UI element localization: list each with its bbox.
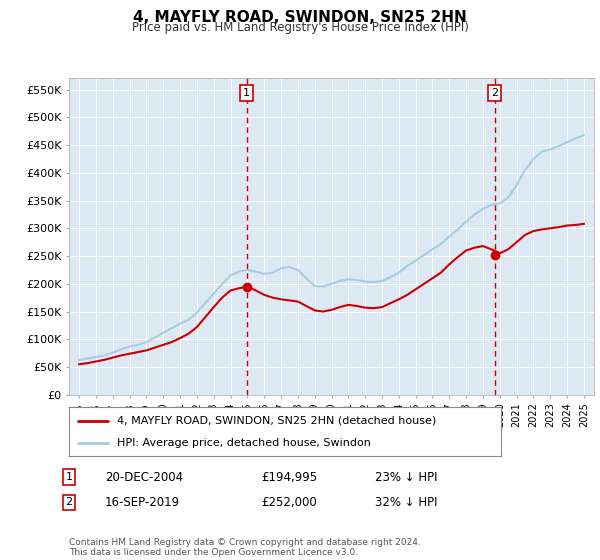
Text: Price paid vs. HM Land Registry's House Price Index (HPI): Price paid vs. HM Land Registry's House …	[131, 21, 469, 34]
Text: 16-SEP-2019: 16-SEP-2019	[105, 496, 180, 509]
Text: HPI: Average price, detached house, Swindon: HPI: Average price, detached house, Swin…	[116, 437, 370, 447]
Text: £194,995: £194,995	[261, 470, 317, 484]
Text: 4, MAYFLY ROAD, SWINDON, SN25 2HN: 4, MAYFLY ROAD, SWINDON, SN25 2HN	[133, 10, 467, 25]
Text: 4, MAYFLY ROAD, SWINDON, SN25 2HN (detached house): 4, MAYFLY ROAD, SWINDON, SN25 2HN (detac…	[116, 416, 436, 426]
Text: £252,000: £252,000	[261, 496, 317, 509]
Text: 1: 1	[243, 88, 250, 98]
Text: Contains HM Land Registry data © Crown copyright and database right 2024.
This d: Contains HM Land Registry data © Crown c…	[69, 538, 421, 557]
Text: 2: 2	[491, 88, 498, 98]
Text: 32% ↓ HPI: 32% ↓ HPI	[375, 496, 437, 509]
Text: 1: 1	[65, 472, 73, 482]
Text: 23% ↓ HPI: 23% ↓ HPI	[375, 470, 437, 484]
Text: 20-DEC-2004: 20-DEC-2004	[105, 470, 183, 484]
Text: 2: 2	[65, 497, 73, 507]
